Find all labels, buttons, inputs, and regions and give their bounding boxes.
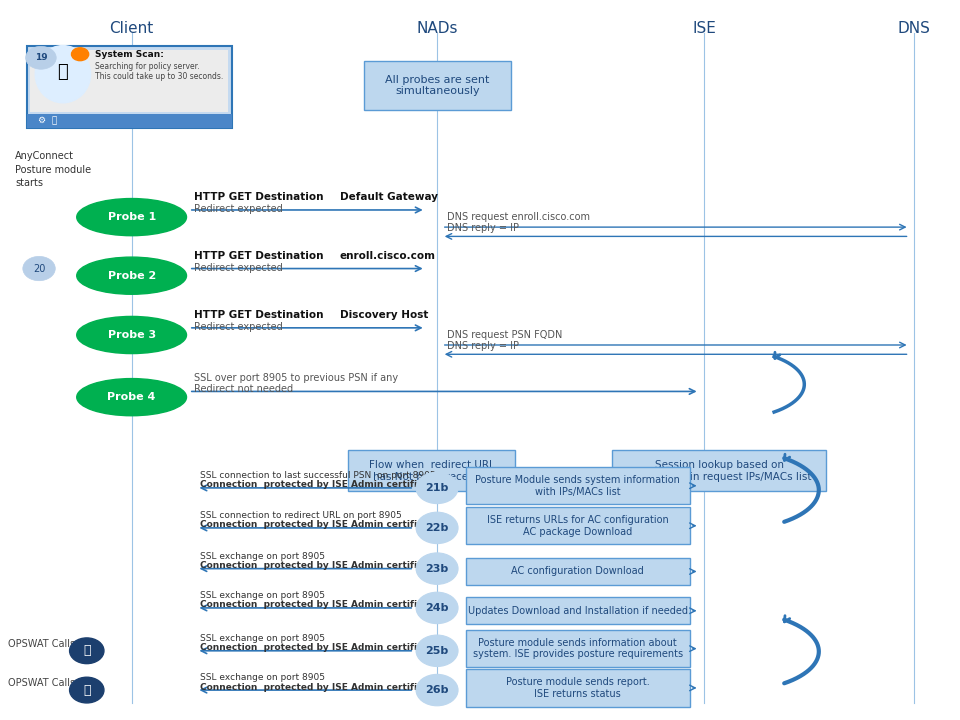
Text: Connection  protected by ISE Admin certificate: Connection protected by ISE Admin certif…: [201, 480, 440, 490]
Text: Probe 4: Probe 4: [108, 392, 156, 402]
Text: 🛡: 🛡: [83, 683, 90, 696]
Text: 🛡: 🛡: [58, 63, 68, 81]
Text: DNS request enroll.cisco.com: DNS request enroll.cisco.com: [446, 212, 589, 222]
FancyBboxPatch shape: [27, 114, 232, 128]
Ellipse shape: [77, 257, 186, 294]
FancyBboxPatch shape: [612, 450, 827, 492]
Text: Connection  protected by ISE Admin certificate: Connection protected by ISE Admin certif…: [201, 561, 440, 570]
Text: Posture module sends information about
system. ISE provides posture requirements: Posture module sends information about s…: [472, 638, 683, 660]
Text: Searching for policy server.: Searching for policy server.: [95, 62, 200, 71]
FancyBboxPatch shape: [27, 45, 232, 128]
Text: Redirect expected: Redirect expected: [194, 263, 282, 273]
FancyBboxPatch shape: [364, 61, 512, 110]
Text: DNS request PSN FQDN: DNS request PSN FQDN: [446, 330, 562, 340]
Text: System Scan:: System Scan:: [95, 50, 164, 59]
Text: 23b: 23b: [425, 564, 448, 574]
Text: ⚙  ⓘ: ⚙ ⓘ: [38, 116, 58, 125]
Text: 19: 19: [35, 53, 47, 63]
Text: Connection  protected by ISE Admin certificate: Connection protected by ISE Admin certif…: [201, 643, 440, 652]
Circle shape: [416, 675, 458, 706]
Text: 26b: 26b: [425, 685, 449, 695]
Text: DNS: DNS: [898, 21, 930, 35]
Text: Connection  protected by ISE Admin certificate: Connection protected by ISE Admin certif…: [201, 600, 440, 609]
Circle shape: [26, 46, 57, 69]
Text: Connection  protected by ISE Admin certificate: Connection protected by ISE Admin certif…: [201, 683, 440, 691]
Text: 21b: 21b: [425, 483, 448, 493]
Circle shape: [416, 635, 458, 667]
Text: SSL exchange on port 8905: SSL exchange on port 8905: [201, 673, 325, 683]
Circle shape: [416, 472, 458, 503]
Text: Updates Download and Installation if needed: Updates Download and Installation if nee…: [468, 606, 687, 616]
Text: SSL connection to redirect URL on port 8905: SSL connection to redirect URL on port 8…: [201, 511, 402, 520]
Text: 🛡: 🛡: [83, 644, 90, 657]
Text: Probe 1: Probe 1: [108, 212, 156, 222]
Text: 22b: 22b: [425, 523, 448, 533]
FancyBboxPatch shape: [466, 597, 690, 624]
Ellipse shape: [77, 379, 186, 415]
Text: Redirect expected: Redirect expected: [194, 322, 282, 332]
Text: HTTP GET Destination: HTTP GET Destination: [194, 310, 324, 320]
Circle shape: [69, 678, 104, 703]
Text: SSL exchange on port 8905: SSL exchange on port 8905: [201, 591, 325, 600]
Text: Probe 2: Probe 2: [108, 271, 156, 281]
Text: SSL exchange on port 8905: SSL exchange on port 8905: [201, 634, 325, 643]
Ellipse shape: [36, 45, 90, 103]
Text: 20: 20: [33, 264, 45, 274]
Text: Connection  protected by ISE Admin certificate: Connection protected by ISE Admin certif…: [201, 521, 440, 529]
Text: AC configuration Download: AC configuration Download: [512, 567, 644, 577]
Text: Posture Module sends system information
with IPs/MACs list: Posture Module sends system information …: [475, 475, 681, 497]
Ellipse shape: [77, 199, 186, 235]
Text: OPSWAT Calls: OPSWAT Calls: [8, 639, 75, 649]
FancyBboxPatch shape: [466, 507, 690, 544]
FancyBboxPatch shape: [466, 630, 690, 667]
Text: Default Gateway: Default Gateway: [340, 192, 438, 202]
Text: OPSWAT Calls: OPSWAT Calls: [8, 678, 75, 688]
Text: 25b: 25b: [425, 646, 448, 656]
Text: SSL over port 8905 to previous PSN if any: SSL over port 8905 to previous PSN if an…: [194, 373, 397, 383]
FancyBboxPatch shape: [466, 558, 690, 585]
Text: DNS reply = IP: DNS reply = IP: [446, 222, 518, 233]
Text: Posture module sends report.
ISE returns status: Posture module sends report. ISE returns…: [506, 677, 650, 698]
Text: Client: Client: [109, 21, 154, 35]
Text: DNS reply = IP: DNS reply = IP: [446, 341, 518, 351]
Text: ISE: ISE: [692, 21, 716, 35]
FancyBboxPatch shape: [348, 450, 516, 492]
Text: This could take up to 30 seconds.: This could take up to 30 seconds.: [95, 72, 224, 81]
Text: HTTP GET Destination: HTTP GET Destination: [194, 251, 324, 261]
FancyBboxPatch shape: [466, 467, 690, 504]
Circle shape: [23, 256, 56, 281]
FancyBboxPatch shape: [31, 50, 228, 112]
Text: AnyConnect
Posture module
starts: AnyConnect Posture module starts: [15, 151, 91, 188]
Circle shape: [416, 512, 458, 544]
Circle shape: [69, 638, 104, 664]
Text: Redirect not needed: Redirect not needed: [194, 384, 293, 395]
Text: All probes are sent
simultaneously: All probes are sent simultaneously: [385, 75, 490, 96]
Text: 24b: 24b: [425, 603, 449, 613]
FancyBboxPatch shape: [466, 670, 690, 706]
Text: Discovery Host: Discovery Host: [340, 310, 428, 320]
Circle shape: [71, 48, 88, 60]
Ellipse shape: [77, 316, 186, 354]
Text: ISE returns URLs for AC configuration
AC package Download: ISE returns URLs for AC configuration AC…: [487, 515, 669, 536]
Text: Flow when  redirect URL
has Not been received: Flow when redirect URL has Not been rece…: [369, 460, 494, 482]
Text: Redirect expected: Redirect expected: [194, 204, 282, 215]
Text: SSL exchange on port 8905: SSL exchange on port 8905: [201, 552, 325, 561]
Text: NADs: NADs: [417, 21, 458, 35]
Text: enroll.cisco.com: enroll.cisco.com: [340, 251, 436, 261]
Circle shape: [416, 592, 458, 624]
Text: HTTP GET Destination: HTTP GET Destination: [194, 192, 324, 202]
Text: SSL connection to last successful PSN  on port 8905: SSL connection to last successful PSN on…: [201, 471, 436, 480]
Circle shape: [416, 553, 458, 585]
Text: Probe 3: Probe 3: [108, 330, 156, 340]
Text: Session lookup based on
information in request IPs/MACs list: Session lookup based on information in r…: [626, 460, 812, 482]
